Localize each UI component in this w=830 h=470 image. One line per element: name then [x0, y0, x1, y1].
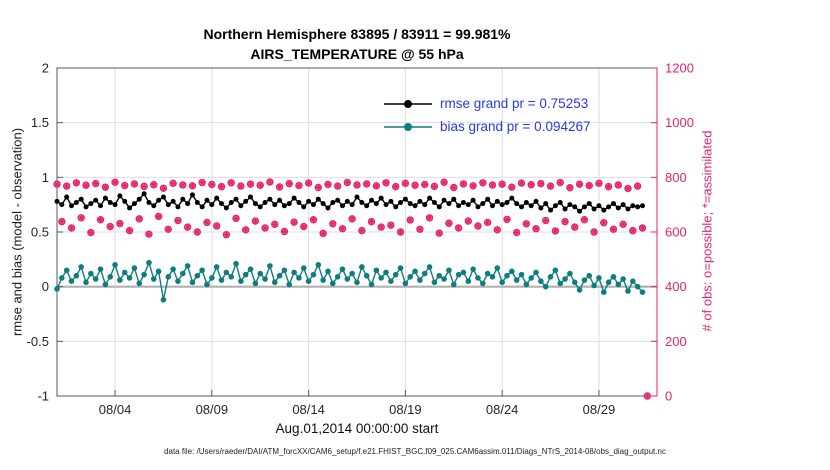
x-tick-label: 08/29	[583, 402, 616, 417]
y-left-tick-label: 0.5	[31, 225, 49, 240]
x-tick-label: 08/14	[292, 402, 325, 417]
y-right-tick-label: 1000	[665, 115, 694, 130]
y-right-tick-label: 0	[665, 389, 672, 404]
legend: rmse grand pr = 0.75253 bias grand pr = …	[382, 92, 591, 138]
legend-label-bias: bias grand pr = 0.094267	[440, 119, 591, 134]
y-left-tick-label: 1.5	[31, 115, 49, 130]
legend-entry-bias: bias grand pr = 0.094267	[382, 115, 591, 138]
x-axis-label: Aug.01,2014 00:00:00 start	[275, 421, 439, 436]
y-left-axis-label: rmse and bias (model - observation)	[9, 127, 25, 337]
chart-title-line2: AIRS_TEMPERATURE @ 55 hPa	[250, 46, 464, 62]
y-right-tick-label: 400	[665, 279, 687, 294]
x-tick-label: 08/19	[389, 402, 422, 417]
y-right-tick-label: 600	[665, 225, 687, 240]
x-tick-label: 08/09	[196, 402, 229, 417]
x-tick-label: 08/24	[486, 402, 519, 417]
bias-series	[54, 259, 646, 303]
y-right-axis-label: # of obs: o=possible; *=assimilated	[699, 130, 715, 332]
y-right-tick-label: 800	[665, 170, 687, 185]
y-left-tick-label: -0.5	[27, 334, 49, 349]
caption-datafile: data file: /Users/raeder/DAI/ATM_forcXX/…	[164, 447, 666, 456]
y-left-tick-label: 1	[42, 170, 49, 185]
y-right-tick-label: 1200	[665, 61, 694, 76]
assimilated_obs-series	[53, 178, 651, 400]
y-left-tick-label: 2	[42, 61, 49, 76]
bias-line-marker-icon	[384, 122, 432, 131]
possible_obs-series	[53, 178, 652, 400]
tick-labels: 08/04 08/09 08/14 08/19 08/24 08/29 -1 -0.5 0 0.5…	[27, 61, 694, 418]
rmse-line-marker-icon	[384, 99, 432, 108]
chart-title: Northern Hemisphere 83895 / 83911 = 99.9…	[57, 24, 657, 64]
x-tick-label: 08/04	[99, 402, 132, 417]
y-right-tick-label: 200	[665, 334, 687, 349]
y-left-tick-label: -1	[37, 389, 49, 404]
y-left-tick-label: 0	[42, 279, 49, 294]
legend-entry-rmse: rmse grand pr = 0.75253	[382, 92, 591, 115]
chart-title-line1: Northern Hemisphere 83895 / 83911 = 99.9…	[203, 26, 511, 42]
rmse-series	[54, 191, 645, 214]
legend-label-rmse: rmse grand pr = 0.75253	[440, 96, 589, 111]
